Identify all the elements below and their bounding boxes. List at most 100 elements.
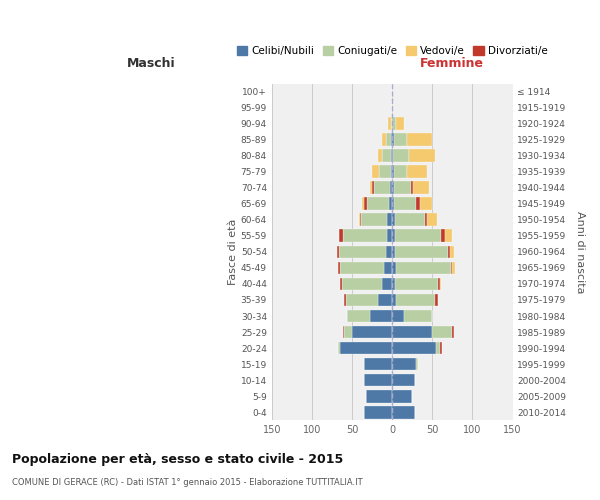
Text: Maschi: Maschi xyxy=(127,57,176,70)
Bar xyxy=(341,278,382,290)
Bar xyxy=(370,182,372,194)
Bar xyxy=(392,134,394,146)
Bar xyxy=(435,294,438,306)
Bar xyxy=(370,310,392,322)
Bar xyxy=(362,198,364,210)
Bar xyxy=(340,278,341,290)
Bar xyxy=(338,342,340,354)
Bar xyxy=(394,198,416,210)
Bar xyxy=(388,214,392,226)
Bar xyxy=(452,262,455,274)
Bar xyxy=(360,214,361,226)
Bar xyxy=(382,134,386,146)
Bar xyxy=(339,246,386,258)
Bar xyxy=(344,326,352,338)
Bar xyxy=(392,118,396,130)
Bar xyxy=(452,326,454,338)
Bar xyxy=(386,134,391,146)
Bar xyxy=(392,310,404,322)
Bar xyxy=(396,262,451,274)
Y-axis label: Fasce di età: Fasce di età xyxy=(228,218,238,285)
Bar xyxy=(396,118,404,130)
Bar xyxy=(392,150,393,162)
Bar xyxy=(394,182,412,194)
Bar xyxy=(393,150,409,162)
Legend: Celibi/Nubili, Coniugati/e, Vedovi/e, Divorziati/e: Celibi/Nubili, Coniugati/e, Vedovi/e, Di… xyxy=(233,42,552,60)
Bar xyxy=(366,390,392,402)
Bar xyxy=(361,214,388,226)
Bar xyxy=(347,310,370,322)
Bar xyxy=(392,294,396,306)
Bar xyxy=(364,198,367,210)
Bar xyxy=(364,406,392,418)
Bar xyxy=(392,406,415,418)
Bar xyxy=(392,374,415,386)
Bar xyxy=(391,166,392,178)
Bar xyxy=(392,278,395,290)
Bar xyxy=(338,262,340,274)
Bar xyxy=(388,230,392,242)
Bar xyxy=(367,198,389,210)
Bar xyxy=(436,342,440,354)
Bar xyxy=(441,230,445,242)
Bar xyxy=(416,358,418,370)
Bar xyxy=(391,150,392,162)
Bar xyxy=(339,230,343,242)
Bar xyxy=(337,246,339,258)
Bar xyxy=(392,358,416,370)
Bar xyxy=(420,198,433,210)
Bar xyxy=(395,214,425,226)
Bar xyxy=(378,294,392,306)
Bar xyxy=(364,374,392,386)
Bar xyxy=(392,262,396,274)
Text: Femmine: Femmine xyxy=(421,57,484,70)
Bar xyxy=(450,246,454,258)
Bar xyxy=(392,182,394,194)
Bar xyxy=(395,246,448,258)
Bar xyxy=(412,182,413,194)
Bar xyxy=(451,262,452,274)
Bar xyxy=(392,198,394,210)
Bar xyxy=(394,166,407,178)
Bar xyxy=(396,294,435,306)
Bar xyxy=(372,182,374,194)
Bar xyxy=(343,326,344,338)
Bar xyxy=(346,294,378,306)
Bar xyxy=(382,150,391,162)
Bar xyxy=(372,166,379,178)
Bar xyxy=(394,134,407,146)
Bar xyxy=(404,310,433,322)
Bar xyxy=(340,262,384,274)
Bar xyxy=(440,342,442,354)
Bar xyxy=(352,326,392,338)
Bar xyxy=(344,294,346,306)
Bar xyxy=(391,134,392,146)
Bar xyxy=(374,182,390,194)
Bar xyxy=(440,278,441,290)
Bar xyxy=(359,214,360,226)
Bar xyxy=(384,262,392,274)
Bar xyxy=(389,198,392,210)
Bar xyxy=(392,342,436,354)
Bar xyxy=(378,150,382,162)
Bar xyxy=(425,214,427,226)
Bar xyxy=(388,118,391,130)
Bar xyxy=(392,102,393,114)
Bar xyxy=(392,230,395,242)
Bar xyxy=(448,246,450,258)
Bar xyxy=(409,150,435,162)
Bar xyxy=(364,358,392,370)
Bar xyxy=(392,246,395,258)
Bar xyxy=(416,198,420,210)
Bar xyxy=(433,326,452,338)
Bar xyxy=(427,214,437,226)
Bar xyxy=(391,118,392,130)
Text: COMUNE DI GERACE (RC) - Dati ISTAT 1° gennaio 2015 - Elaborazione TUTTITALIA.IT: COMUNE DI GERACE (RC) - Dati ISTAT 1° ge… xyxy=(12,478,362,487)
Bar xyxy=(395,278,438,290)
Bar xyxy=(392,326,433,338)
Bar xyxy=(382,278,392,290)
Bar xyxy=(392,214,395,226)
Bar xyxy=(395,230,441,242)
Text: Popolazione per età, sesso e stato civile - 2015: Popolazione per età, sesso e stato civil… xyxy=(12,452,343,466)
Bar xyxy=(413,182,429,194)
